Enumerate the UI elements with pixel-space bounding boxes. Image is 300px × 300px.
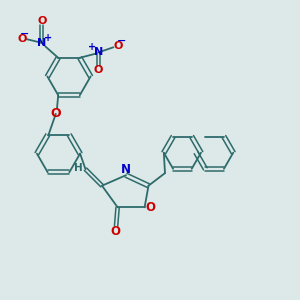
Text: O: O — [17, 34, 27, 44]
Text: −: − — [117, 36, 126, 46]
Text: H: H — [74, 163, 82, 173]
Text: O: O — [94, 65, 103, 75]
Text: +: + — [44, 33, 52, 43]
Text: −: − — [20, 29, 29, 39]
Text: N: N — [94, 47, 103, 57]
Text: O: O — [50, 107, 61, 120]
Text: O: O — [111, 225, 121, 238]
Text: N: N — [37, 38, 46, 48]
Text: O: O — [146, 201, 156, 214]
Text: N: N — [121, 163, 131, 176]
Text: O: O — [37, 16, 46, 26]
Text: +: + — [88, 42, 96, 52]
Text: O: O — [113, 41, 123, 51]
